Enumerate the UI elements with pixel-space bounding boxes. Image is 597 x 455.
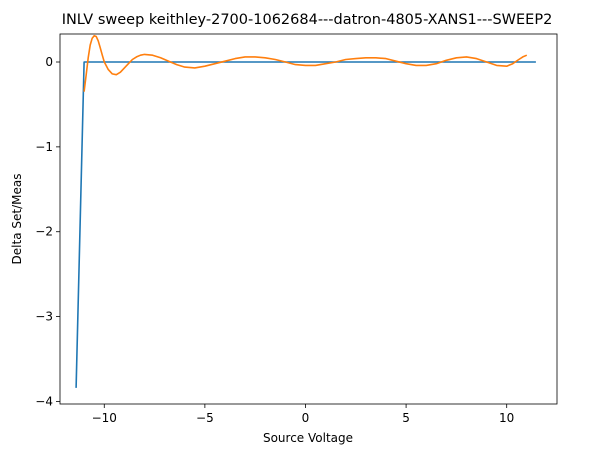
x-tick-label: −5 <box>196 411 214 425</box>
axes-frame <box>59 33 558 405</box>
y-axis-label: Delta Set/Meas <box>10 174 24 265</box>
x-tick-label: 5 <box>402 411 410 425</box>
y-tick-label: 0 <box>45 55 53 69</box>
x-tick-label: 10 <box>499 411 514 425</box>
x-axis-label: Source Voltage <box>263 431 353 445</box>
plot-area <box>75 34 536 388</box>
series-line-1 <box>75 61 536 388</box>
y-tick-label: −4 <box>35 394 53 408</box>
y-tick-label: −3 <box>35 310 53 324</box>
y-tick-label: −2 <box>35 225 53 239</box>
y-axis: −4 −3 −2 −1 0 <box>35 55 60 408</box>
x-tick-label: 0 <box>302 411 310 425</box>
series-line-2 <box>83 34 528 92</box>
x-tick-label: −10 <box>92 411 117 425</box>
x-axis: −10 −5 0 5 10 <box>92 404 514 425</box>
chart-title: INLV sweep keithley-2700-1062684---datro… <box>62 12 553 28</box>
y-tick-label: −1 <box>35 140 53 154</box>
